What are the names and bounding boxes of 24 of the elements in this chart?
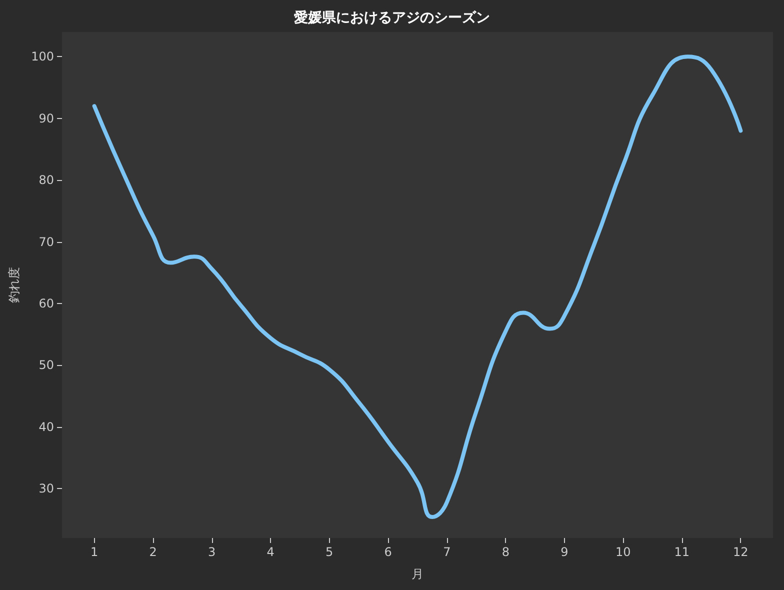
y-tick-label: 90 — [38, 111, 54, 126]
y-axis-title: 釣れ度 — [7, 267, 22, 303]
y-tick-label: 80 — [38, 173, 54, 188]
y-tick-label: 70 — [38, 234, 54, 249]
x-tick-label: 9 — [560, 545, 568, 559]
x-tick-label: 7 — [443, 545, 451, 559]
x-tick-label: 11 — [674, 545, 690, 559]
chart-title: 愛媛県におけるアジのシーズン — [294, 10, 490, 26]
y-tick-label: 40 — [38, 420, 54, 434]
y-tick-label: 30 — [38, 482, 54, 496]
x-tick-label: 3 — [208, 545, 216, 559]
line-series — [92, 54, 743, 520]
x-tick-label: 12 — [733, 545, 748, 559]
y-tick-label: 50 — [38, 358, 54, 372]
x-tick-label: 10 — [616, 545, 631, 559]
x-tick-label: 1 — [90, 545, 98, 559]
x-tick-label: 4 — [266, 545, 274, 559]
x-tick-label: 6 — [384, 545, 392, 559]
y-tick-label: 60 — [38, 296, 54, 311]
x-axis-title: 月 — [412, 567, 424, 581]
x-tick-label: 8 — [502, 545, 510, 559]
x-tick-label: 5 — [326, 545, 334, 559]
x-tick-label: 2 — [149, 545, 157, 559]
y-tick-label: 100 — [31, 50, 54, 64]
